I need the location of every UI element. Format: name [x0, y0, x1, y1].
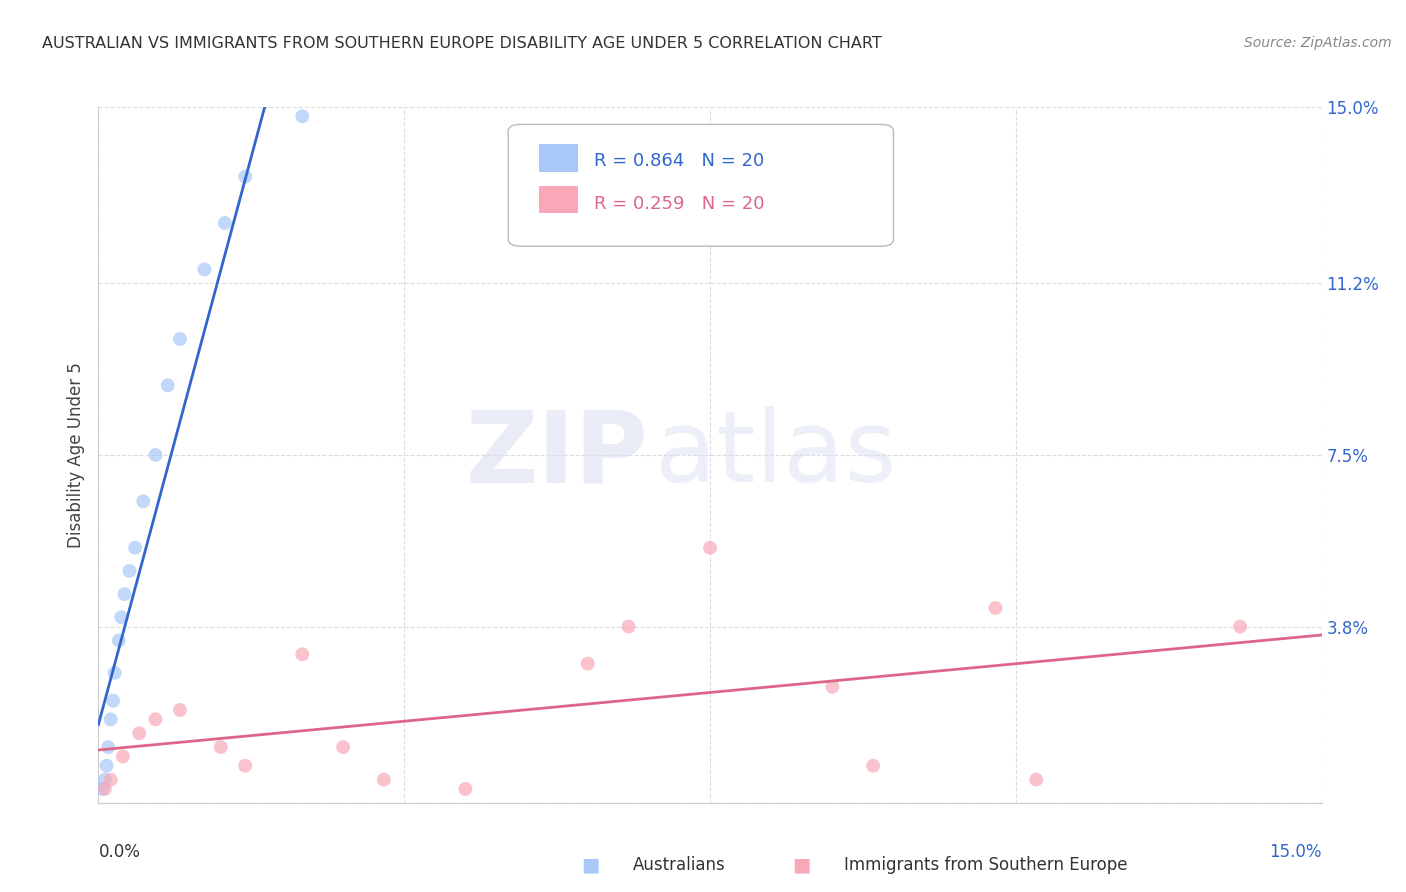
Point — [108, 633, 131, 648]
Point — [233, 169, 256, 184]
Point — [1229, 619, 1251, 633]
Point — [91, 781, 114, 796]
Point — [97, 740, 120, 755]
Point — [332, 740, 354, 755]
FancyBboxPatch shape — [538, 186, 578, 213]
FancyBboxPatch shape — [538, 144, 578, 172]
Point — [114, 587, 136, 601]
Point — [984, 601, 1007, 615]
Text: Source: ZipAtlas.com: Source: ZipAtlas.com — [1244, 36, 1392, 50]
Point — [100, 712, 122, 726]
Point — [96, 758, 118, 772]
Point — [617, 619, 640, 633]
Point — [862, 758, 884, 772]
Text: AUSTRALIAN VS IMMIGRANTS FROM SOUTHERN EUROPE DISABILITY AGE UNDER 5 CORRELATION: AUSTRALIAN VS IMMIGRANTS FROM SOUTHERN E… — [42, 36, 882, 51]
Point — [132, 494, 155, 508]
Point — [699, 541, 721, 555]
Point — [214, 216, 236, 230]
Point — [111, 749, 134, 764]
Text: Immigrants from Southern Europe: Immigrants from Southern Europe — [844, 856, 1128, 874]
Point — [233, 758, 256, 772]
Point — [1025, 772, 1047, 787]
Text: R = 0.864   N = 20: R = 0.864 N = 20 — [593, 153, 763, 170]
Text: Australians: Australians — [633, 856, 725, 874]
Point — [101, 694, 124, 708]
Point — [94, 772, 117, 787]
Point — [291, 109, 314, 123]
Point — [145, 448, 167, 462]
Text: ■: ■ — [792, 855, 811, 875]
Point — [104, 665, 127, 680]
Point — [128, 726, 150, 740]
Text: 0.0%: 0.0% — [98, 843, 141, 861]
Point — [145, 712, 167, 726]
Point — [169, 703, 191, 717]
Point — [100, 772, 122, 787]
Point — [454, 781, 477, 796]
Text: R = 0.259   N = 20: R = 0.259 N = 20 — [593, 195, 765, 213]
Point — [209, 740, 232, 755]
Point — [576, 657, 599, 671]
Point — [124, 541, 146, 555]
Text: ■: ■ — [581, 855, 600, 875]
Text: ZIP: ZIP — [465, 407, 650, 503]
Point — [169, 332, 191, 346]
Point — [821, 680, 844, 694]
Point — [118, 564, 141, 578]
Point — [193, 262, 215, 277]
Point — [373, 772, 395, 787]
Text: 15.0%: 15.0% — [1270, 843, 1322, 861]
Point — [110, 610, 132, 624]
FancyBboxPatch shape — [508, 125, 893, 246]
Text: atlas: atlas — [655, 407, 897, 503]
Point — [291, 648, 314, 662]
Point — [94, 781, 117, 796]
Y-axis label: Disability Age Under 5: Disability Age Under 5 — [67, 362, 86, 548]
Point — [156, 378, 179, 392]
